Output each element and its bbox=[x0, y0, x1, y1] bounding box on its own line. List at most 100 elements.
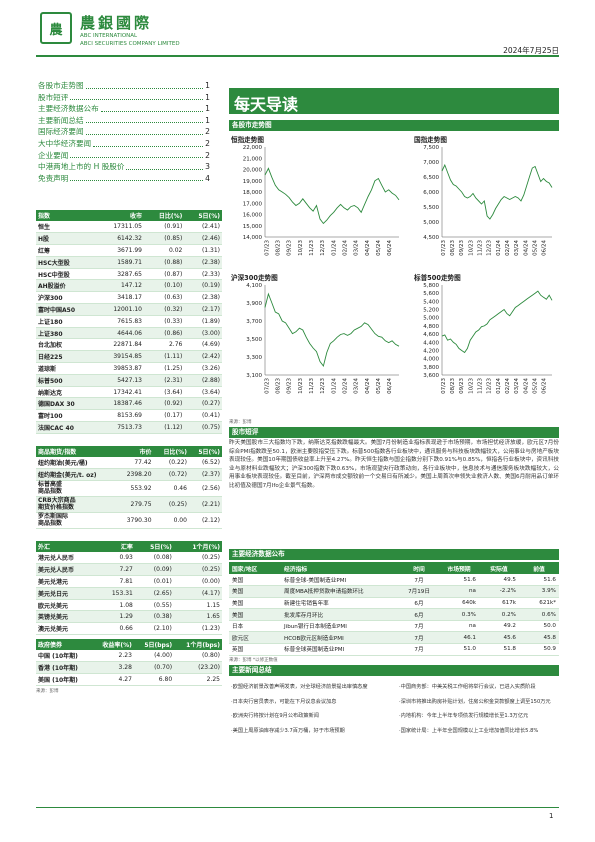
footer-divider bbox=[36, 807, 559, 808]
row-label: HSC中型股 bbox=[36, 268, 97, 281]
cell-value: (1.23) bbox=[173, 622, 222, 636]
x-tick-label: 11/23 bbox=[309, 378, 315, 394]
cell-value: 1.29 bbox=[96, 610, 135, 624]
cell-value: (3.26) bbox=[184, 362, 222, 375]
row-label: 罗杰斯国际 商品指数 bbox=[36, 512, 117, 529]
column-header: 日比(%) bbox=[153, 445, 189, 457]
table-row: 沪深300 3418.17 (0.63) (2.38) bbox=[36, 291, 222, 305]
cell-value: (0.72) bbox=[153, 468, 189, 481]
toc-item[interactable]: 各股市走势图 1 bbox=[38, 80, 210, 92]
y-tick-label: 5,200 bbox=[423, 308, 439, 314]
toc-item[interactable]: 股市短评 1 bbox=[38, 92, 210, 104]
table-of-contents: 各股市走势图 1 股市短评 1 主要经济数据公布 1 主要新闻总结 1 国际经济要闻 2 大中华经济… bbox=[38, 80, 210, 184]
cell-value: 12001.10 bbox=[96, 303, 144, 316]
x-tick-label: 01/24 bbox=[496, 378, 502, 394]
cell-value: 3287.65 bbox=[96, 268, 144, 281]
column-header: 1个月(bps) bbox=[174, 639, 222, 651]
cell-value: (0.41) bbox=[184, 409, 222, 423]
cell-value: 0.3% bbox=[439, 608, 479, 621]
cell-value: (2.41) bbox=[184, 221, 222, 234]
x-tick-label: 07/23 bbox=[264, 378, 270, 394]
table-row: 恒生 17311.05 (0.91) (2.41) bbox=[36, 221, 222, 234]
bonds-table: 政府债券 收益率(%) 5日(bps) 1个月(bps) 中国 (10年期) 2.23 (4… bbox=[36, 639, 222, 686]
cell-value: (23.20) bbox=[174, 661, 222, 675]
cell-value: 7月 bbox=[399, 620, 439, 633]
y-tick-label: 4,000 bbox=[423, 357, 439, 363]
y-tick-label: 22,000 bbox=[243, 145, 263, 151]
cell-value: (2.12) bbox=[188, 512, 222, 529]
y-tick-label: 5,500 bbox=[423, 205, 439, 211]
cell-value: (3.64) bbox=[184, 386, 222, 399]
column-header: 市价 bbox=[116, 445, 154, 457]
column-header: 收益率(%) bbox=[91, 639, 134, 651]
news-item: ·中国商务部：中美关税工作组将举行会议，已进入实质阶段 bbox=[399, 684, 536, 690]
page-title: 每天导读 bbox=[234, 95, 299, 114]
cell-value: 153.31 bbox=[96, 587, 135, 600]
cell-value: 0.00 bbox=[153, 512, 189, 529]
row-label: 标普500 bbox=[36, 374, 97, 387]
brand-company-en: ABCI SECURITIES COMPANY LIMITED bbox=[80, 41, 180, 47]
news-item: ·日本央行官员表示，可能在下月议息会议加息 bbox=[231, 698, 337, 705]
table-row: 英国 标普全球英国制造业PMI 7月 51.0 51.8 50.9 bbox=[229, 643, 559, 656]
cell-value: (1.31) bbox=[184, 244, 222, 257]
series-line bbox=[264, 292, 400, 368]
row-label: 香港 (10年期) bbox=[36, 661, 92, 675]
logo-icon: 農 bbox=[40, 12, 72, 44]
cell-value: (0.27) bbox=[184, 397, 222, 411]
y-tick-label: 3,800 bbox=[423, 365, 439, 371]
column-header: 1个月(%) bbox=[173, 540, 222, 552]
toc-item-title: 股市短评 bbox=[38, 92, 69, 102]
cell-value: (0.19) bbox=[184, 279, 222, 293]
cell-value: (2.42) bbox=[184, 350, 222, 364]
cell-value: 147.12 bbox=[96, 279, 144, 293]
cell-value: (0.87) bbox=[144, 268, 185, 281]
column-header: 经济指标 bbox=[281, 562, 399, 574]
toc-item[interactable]: 国际经济要闻 2 bbox=[38, 126, 210, 138]
toc-item[interactable]: 免责声明 4 bbox=[38, 173, 210, 185]
toc-item[interactable]: 大中华经济要闻 2 bbox=[38, 138, 210, 150]
toc-item-page: 3 bbox=[205, 162, 210, 172]
toc-item[interactable]: 中港两地上市的 H 股股价 3 bbox=[38, 161, 210, 173]
row-label: 道琼斯 bbox=[36, 362, 97, 375]
toc-item[interactable]: 主要经济数据公布 1 bbox=[38, 103, 210, 115]
cell-value: (0.01) bbox=[134, 575, 174, 588]
cell-value: (2.56) bbox=[188, 480, 222, 497]
cell-value: 标普全球英国制造业PMI bbox=[281, 643, 399, 656]
toc-leader bbox=[70, 150, 204, 159]
cell-value: (0.80) bbox=[174, 650, 222, 663]
cell-value: 2.25 bbox=[174, 673, 222, 686]
chart-title-sp500: 标普500走势图 bbox=[414, 274, 461, 282]
x-tick-label: 12/23 bbox=[487, 378, 493, 394]
cell-value: 3671.99 bbox=[96, 244, 144, 257]
x-tick-label: 11/23 bbox=[477, 378, 483, 394]
table-header-row: 外汇 汇率 5日(%) 1个月(%) bbox=[36, 540, 222, 552]
news-section-title: 主要新闻总结 bbox=[229, 665, 559, 676]
cell-value: 49.5 bbox=[479, 574, 519, 587]
brand-name-cn: 農銀國際 bbox=[80, 14, 153, 32]
table-row: 欧元区 HCOB欧元区制造业PMI 7月 46.1 45.6 45.8 bbox=[229, 631, 559, 645]
y-tick-label: 7,000 bbox=[423, 160, 439, 166]
cell-value: (0.08) bbox=[134, 551, 174, 565]
series-line bbox=[441, 290, 553, 354]
cell-value: 0.93 bbox=[96, 551, 135, 565]
header-divider bbox=[36, 55, 559, 57]
news-item: ·美国上周原油库存减少3.7百万桶，好于市场预期 bbox=[231, 727, 345, 734]
table-row: 纽约期金(美元/t. oz) 2398.20 (0.72) (2.37) bbox=[36, 468, 222, 481]
table-row: HSC中型股 3287.65 (0.87) (2.33) bbox=[36, 268, 222, 281]
page-number: 1 bbox=[549, 812, 554, 820]
x-tick-label: 01/24 bbox=[331, 378, 337, 394]
news-item: ·欧盟经济前景改善声明发表，对全球经济前景提出审慎态度 bbox=[231, 684, 368, 690]
hsi-line-chart: 22,000 21,000 20,000 19,000 18,000 17,000 16,0… bbox=[243, 145, 400, 256]
toc-item[interactable]: 主要新闻总结 1 bbox=[38, 115, 210, 127]
table-row: 中国 (10年期) 2.23 (4.00) (0.80) bbox=[36, 650, 222, 663]
cell-value: (0.00) bbox=[173, 575, 222, 588]
toc-item[interactable]: 企业要闻 2 bbox=[38, 150, 210, 162]
x-tick-label: 10/23 bbox=[468, 240, 474, 256]
cell-value: 1589.71 bbox=[96, 256, 144, 269]
row-label: 标普高盛 商品指数 bbox=[36, 480, 117, 497]
cell-value: (4.17) bbox=[173, 587, 222, 600]
row-label: 澳元兑美元 bbox=[36, 622, 97, 636]
table-row: 罗杰斯国际 商品指数 3790.30 0.00 (2.12) bbox=[36, 512, 222, 529]
row-label: 台北加权 bbox=[36, 338, 97, 352]
news-item: ·内地机构：今年上半年专项债发行规模增长至1.3万亿元 bbox=[399, 713, 529, 719]
